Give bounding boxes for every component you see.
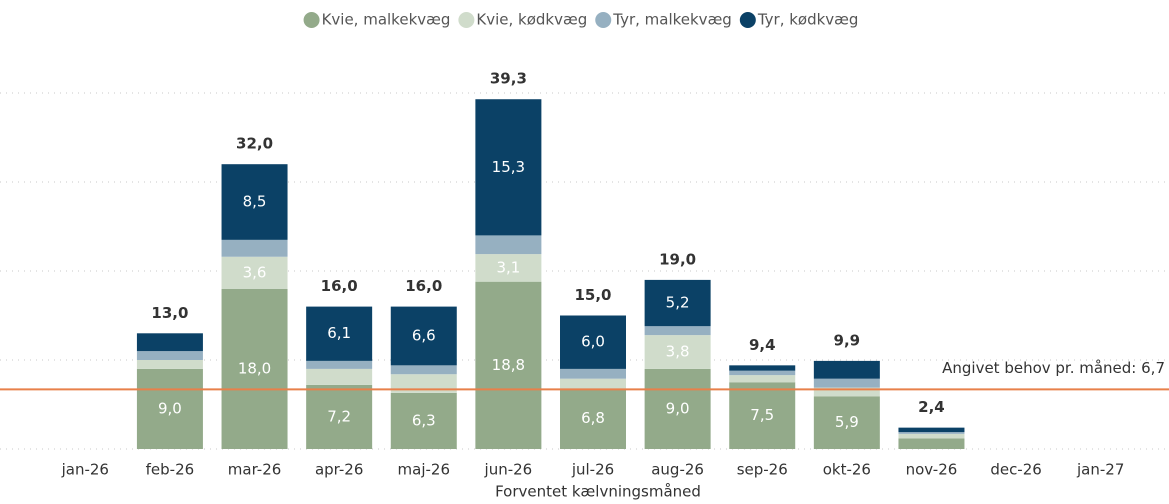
x-tick-label: maj-26 — [398, 461, 450, 479]
total-label: 9,9 — [834, 331, 861, 349]
total-label: 39,3 — [490, 70, 527, 88]
data-label: 3,6 — [243, 263, 267, 281]
bar-segment — [136, 333, 203, 352]
bar-segment — [221, 164, 288, 240]
data-label: 8,5 — [243, 193, 267, 211]
bar-segment — [644, 335, 711, 369]
data-label: 5,9 — [835, 413, 859, 431]
legend-label: Kvie, malkekvæg — [322, 11, 451, 29]
bar-segment — [729, 382, 796, 449]
bar-segment — [306, 368, 373, 385]
bar-segment — [390, 374, 457, 393]
x-tick-label: jan-27 — [1076, 461, 1124, 479]
bar-segment — [306, 306, 373, 361]
total-label: 16,0 — [321, 277, 358, 295]
data-label: 6,1 — [327, 324, 351, 342]
data-label: 7,2 — [327, 407, 351, 425]
bar-segment — [390, 392, 457, 449]
bar-segment — [644, 279, 711, 327]
x-tick-label: dec-26 — [990, 461, 1042, 479]
total-label: 32,0 — [236, 135, 273, 153]
bar-segment — [644, 368, 711, 449]
data-label: 6,3 — [412, 411, 436, 429]
legend-swatch — [303, 12, 320, 28]
total-label: 13,0 — [151, 304, 188, 322]
x-axis-label: Forventet kælvningsmåned — [495, 483, 701, 501]
x-tick-label: mar-26 — [228, 461, 282, 479]
bar-segment — [475, 99, 542, 236]
x-tick-label: jun-26 — [484, 461, 533, 479]
bar-segment — [306, 360, 373, 369]
legend: Kvie, malkekvæg Kvie, kødkvæg Tyr, malkekv… — [303, 11, 859, 29]
total-label: 9,4 — [749, 336, 776, 354]
x-tick-label: sep-26 — [737, 461, 788, 479]
x-tick-label: aug-26 — [651, 461, 704, 479]
reference-label: Angivet behov pr. måned: 6,7 — [942, 359, 1165, 377]
x-tick-label: nov-26 — [906, 461, 958, 479]
bar-segment — [813, 378, 880, 388]
total-label: 19,0 — [659, 250, 696, 268]
data-label: 6,6 — [412, 326, 436, 344]
legend-swatch — [458, 12, 475, 28]
x-tick-label: feb-26 — [146, 461, 195, 479]
bar-segment — [221, 256, 288, 289]
bar-segment — [560, 378, 626, 389]
bar-segment — [221, 288, 288, 449]
bar-segment — [729, 370, 796, 376]
bar-segment — [898, 433, 965, 439]
data-label: 18,8 — [492, 356, 525, 374]
x-tick-label: jan-26 — [61, 461, 109, 479]
bar-segment — [898, 432, 965, 434]
bar-segment — [813, 360, 880, 379]
bar-segment — [136, 351, 203, 360]
data-label: 7,5 — [750, 406, 774, 424]
data-label: 9,0 — [158, 399, 182, 417]
bar-segment — [475, 254, 542, 282]
data-label: 9,0 — [666, 399, 690, 417]
bar-segment — [306, 384, 373, 449]
data-label: 6,0 — [581, 333, 605, 351]
legend-swatch — [595, 12, 612, 28]
x-tick-label: apr-26 — [315, 461, 363, 479]
bar-segment — [644, 326, 711, 336]
bar-segment — [475, 281, 542, 449]
bar-segment — [221, 239, 288, 257]
bar-segment — [813, 387, 880, 397]
total-label: 16,0 — [405, 277, 442, 295]
bar-segment — [898, 427, 965, 433]
data-label: 15,3 — [492, 158, 525, 176]
bar-segment — [136, 360, 203, 369]
bar-segment — [898, 438, 965, 449]
bar-segment — [390, 365, 457, 375]
data-label: 3,8 — [666, 342, 690, 360]
legend-label: Tyr, kødkvæg — [757, 11, 859, 29]
bar-segment — [813, 396, 880, 449]
bar-segment — [729, 375, 796, 383]
bar-segment — [560, 368, 626, 379]
bar-segment — [136, 368, 203, 449]
bar-segment — [560, 388, 626, 449]
bar-segment — [390, 306, 457, 366]
x-tick-label: jul-26 — [571, 461, 614, 479]
data-label: 6,8 — [581, 409, 605, 427]
bar-segment — [475, 235, 542, 255]
bar-segment — [729, 365, 796, 371]
total-label: 15,0 — [574, 286, 611, 304]
x-tick-label: okt-26 — [823, 461, 871, 479]
legend-swatch — [739, 12, 756, 28]
total-label: 2,4 — [918, 398, 945, 416]
legend-label: Tyr, malkekvæg — [612, 11, 732, 29]
legend-label: Kvie, kødkvæg — [476, 11, 587, 29]
data-label: 5,2 — [666, 294, 690, 312]
bar-segment — [560, 315, 626, 369]
data-label: 3,1 — [496, 258, 520, 276]
data-label: 18,0 — [238, 359, 271, 377]
